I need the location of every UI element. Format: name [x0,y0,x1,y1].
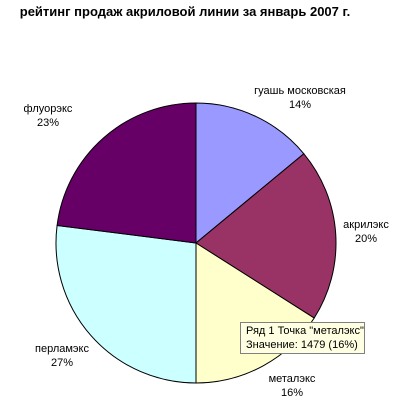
pie-slice[interactable] [195,153,337,319]
slice-percent-label: 14% [289,99,311,111]
pie-slice[interactable] [56,102,197,244]
data-point-tooltip: Ряд 1 Точка "металэкс" Значение: 1479 (1… [240,322,365,354]
tooltip-series-point: Ряд 1 Точка "металэкс" [246,325,364,337]
slice-percent-label: 23% [37,117,59,129]
slice-percent-label: 27% [51,357,73,369]
slice-label: флуорэкс [24,103,73,115]
pie-slice[interactable] [195,102,305,245]
pie-slice[interactable] [55,224,197,384]
chart-title: рейтинг продаж акриловой линии за январь… [19,4,351,19]
slice-label: гуашь московская [254,85,346,97]
tooltip-value: Значение: 1479 (16%) [246,339,358,351]
slice-label: металэкс [269,373,316,385]
slice-percent-label: 20% [355,233,377,245]
slice-label: перламэкс [35,343,89,355]
slice-percent-label: 16% [281,387,303,399]
slice-label: акрилэкс [343,219,389,231]
